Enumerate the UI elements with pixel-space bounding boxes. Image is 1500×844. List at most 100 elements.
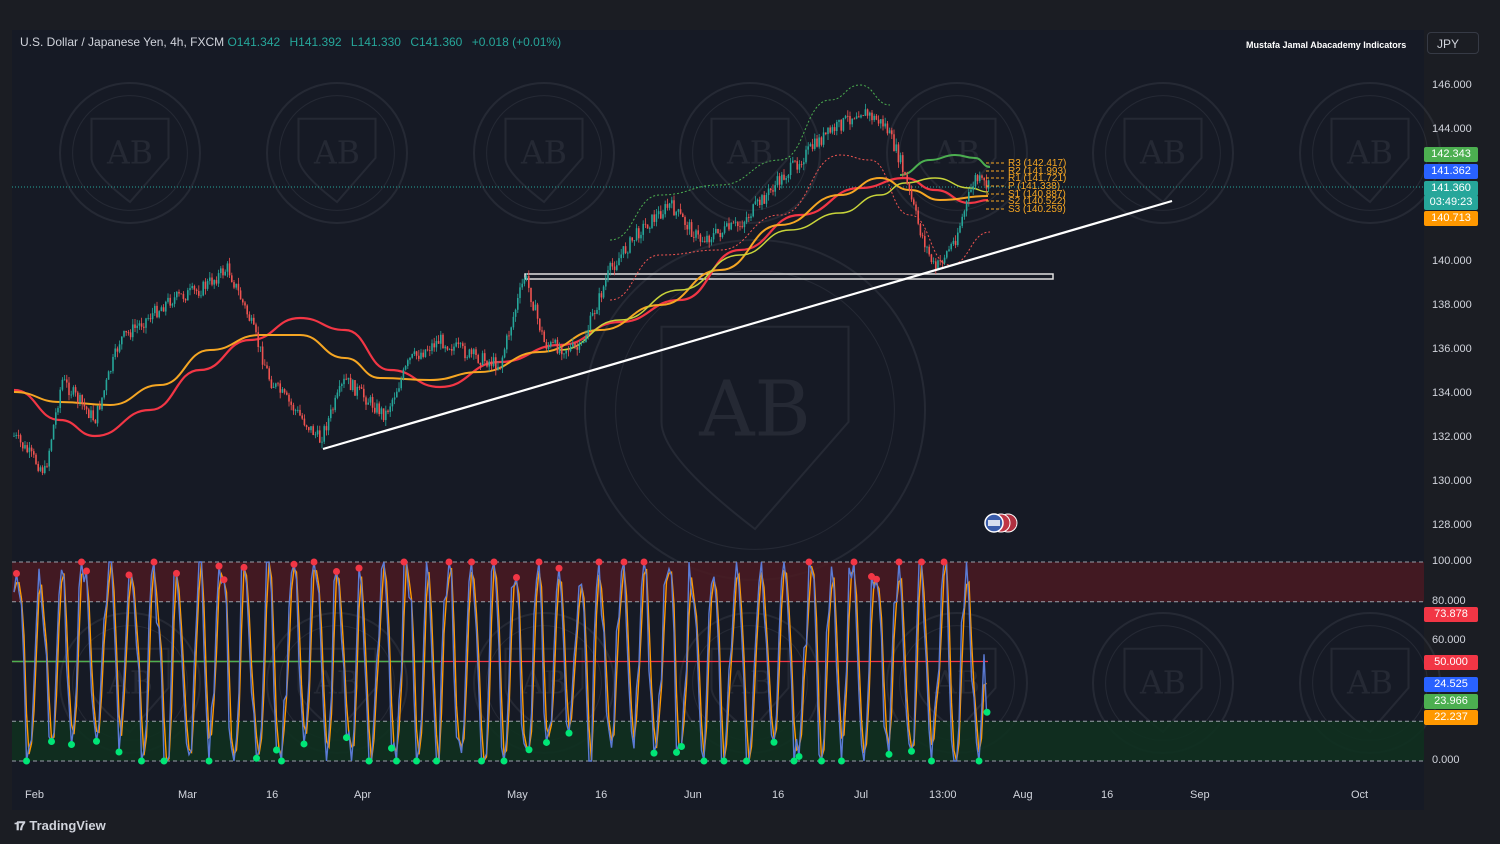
candle-body [961, 216, 963, 226]
symbol-name[interactable]: U.S. Dollar / Japanese Yen, 4h, FXCM [20, 35, 225, 49]
candle-body [59, 389, 61, 409]
tradingview-icon: 𝟏𝟕 [14, 819, 25, 833]
candle-body [831, 127, 834, 133]
candle-body [739, 226, 741, 227]
candle-body [50, 439, 53, 451]
candle-body [822, 132, 825, 145]
candle-body [820, 137, 823, 145]
sell-signal-dot [895, 558, 903, 566]
candle-body [957, 232, 959, 246]
candle-body [851, 118, 853, 125]
tradingview-logo[interactable]: 𝟏𝟕 TradingView [14, 818, 106, 834]
candle-body [860, 115, 862, 118]
watermark-badge: AB [679, 82, 821, 224]
candle-body [836, 121, 838, 131]
candle-body [143, 326, 145, 328]
candle-body [712, 233, 715, 240]
candle-body [616, 265, 618, 270]
news-event-icon[interactable] [984, 513, 1018, 533]
candle-body [459, 343, 462, 345]
candle-body [715, 228, 717, 234]
buy-signal-dot [818, 757, 825, 765]
change-value: +0.018 (+0.01%) [471, 35, 562, 49]
chart-frame[interactable] [12, 30, 1424, 810]
buy-signal-dot [795, 752, 803, 760]
candle-body [224, 271, 226, 276]
candle-body [308, 427, 310, 431]
candle-body [424, 349, 427, 357]
candle-body [246, 305, 248, 315]
candle-body [136, 325, 138, 328]
candle-body [886, 123, 889, 134]
candle-body [983, 177, 985, 181]
ma-yellow [559, 177, 989, 351]
price-tag-ask: 141.362 [1424, 164, 1478, 179]
candle-body [200, 295, 202, 297]
candle-body [541, 330, 543, 332]
candle-body [910, 189, 913, 200]
trendline[interactable] [322, 199, 1173, 451]
candle-body [827, 127, 829, 135]
sell-signal-dot [173, 569, 180, 577]
buy-signal-dot [388, 744, 395, 752]
svg-text:AB: AB [726, 136, 773, 172]
candle-body [811, 144, 814, 149]
candle-body [187, 290, 189, 301]
candle-body [389, 406, 391, 413]
sell-signal-dot [535, 558, 543, 566]
candle-body [605, 280, 607, 287]
candle-body [928, 246, 930, 255]
buy-signal-dot [23, 757, 30, 765]
currency-button[interactable]: JPY [1427, 32, 1479, 54]
buy-signal-dot [365, 757, 373, 765]
candle-body [789, 162, 792, 176]
candle-body [283, 389, 286, 393]
candle-body [345, 378, 347, 380]
candle-body [503, 349, 506, 358]
candle-body [110, 371, 112, 372]
sell-signal-dot [150, 558, 158, 566]
candle-body [706, 235, 708, 243]
sell-signal-dot [620, 558, 628, 566]
candle-body [325, 426, 328, 431]
osc-tick: 60.000 [1432, 634, 1466, 646]
candle-body [189, 288, 191, 291]
candle-body [151, 313, 154, 320]
candle-body [792, 160, 794, 163]
pivot-label-r3: R3 (142.417) [1008, 158, 1067, 169]
candle-body [563, 353, 565, 355]
candle-body [844, 115, 847, 119]
candle-body [347, 377, 350, 380]
buy-signal-dot [343, 734, 350, 742]
candle-body [671, 200, 673, 204]
sell-signal-dot [310, 558, 318, 566]
support-zone[interactable] [524, 273, 1054, 280]
candle-body [745, 217, 748, 223]
candle-body [178, 291, 180, 294]
candle-body [327, 418, 330, 431]
candle-body [646, 224, 649, 229]
candle-body [693, 236, 695, 238]
sell-signal-dot [445, 558, 453, 566]
candle-body [92, 410, 94, 421]
candle-body [140, 323, 143, 327]
candle-body [556, 339, 559, 354]
candle-body [657, 211, 660, 215]
candle-body [569, 346, 572, 351]
bar-countdown: 03:49:23 [1424, 195, 1478, 210]
candle-body [939, 260, 941, 262]
candle-body [506, 335, 508, 350]
sell-signal-dot [873, 575, 880, 583]
candle-body [818, 137, 820, 147]
candle-body [393, 397, 396, 400]
candle-body [466, 357, 468, 359]
candle-body [134, 324, 136, 328]
candle-body [319, 430, 321, 443]
candle-body [523, 278, 526, 284]
candle-body [195, 289, 198, 292]
candle-body [776, 176, 779, 186]
candle-body [248, 314, 251, 321]
time-tick: Jul [854, 789, 869, 801]
candle-body [968, 191, 970, 202]
